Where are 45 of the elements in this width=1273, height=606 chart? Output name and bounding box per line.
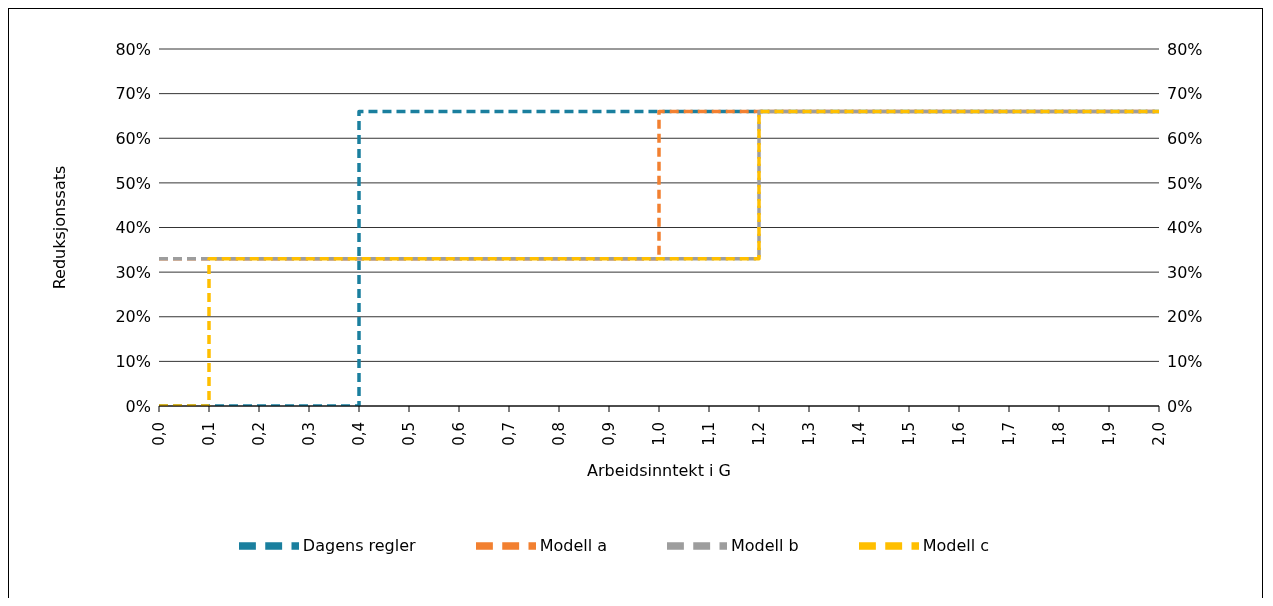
y-tick-label: 0% <box>125 396 151 416</box>
y-tick-label: 30% <box>115 262 151 282</box>
legend-label: Modell c <box>922 535 990 555</box>
x-tick-label: 0,4 <box>350 422 368 446</box>
y-tick-label: 40% <box>115 218 151 238</box>
x-tick-label: 2,0 <box>1150 422 1168 446</box>
y-tick-label: 50% <box>115 173 151 193</box>
y2-tick-label: 80% <box>1167 39 1203 59</box>
y-axis-title: Reduksjonssats <box>49 165 69 290</box>
x-tick-label: 0,3 <box>300 422 318 446</box>
x-tick-label: 1,0 <box>650 422 668 446</box>
y2-tick-label: 70% <box>1167 84 1203 104</box>
x-tick-label: 0,0 <box>150 422 168 446</box>
y-tick-label: 70% <box>115 84 151 104</box>
legend-label: Modell a <box>539 535 608 555</box>
x-tick-label: 1,1 <box>700 422 718 446</box>
y-tick-label: 80% <box>115 39 151 59</box>
x-tick-label: 0,8 <box>550 422 568 446</box>
x-axis-title: Arbeidsinntekt i G <box>587 461 731 480</box>
x-tick-label: 1,2 <box>750 422 768 446</box>
x-tick-label: 1,7 <box>1000 422 1018 446</box>
x-tick-label: 1,5 <box>900 422 918 446</box>
y2-tick-label: 40% <box>1167 218 1203 238</box>
x-tick-label: 0,2 <box>250 422 268 446</box>
y2-tick-label: 30% <box>1167 262 1203 282</box>
x-tick-label: 0,6 <box>450 422 468 446</box>
y-tick-label: 20% <box>115 307 151 327</box>
legend-label: Dagens regler <box>302 535 416 555</box>
x-tick-label: 1,8 <box>1050 422 1068 446</box>
y2-tick-label: 50% <box>1167 173 1203 193</box>
y-tick-label: 10% <box>115 352 151 372</box>
x-tick-label: 0,5 <box>400 422 418 446</box>
x-tick-label: 1,3 <box>800 422 818 446</box>
y2-tick-label: 60% <box>1167 128 1203 148</box>
x-tick-label: 0,9 <box>600 422 618 446</box>
x-tick-label: 0,1 <box>200 422 218 446</box>
y2-tick-label: 10% <box>1167 352 1203 372</box>
y-tick-label: 60% <box>115 128 151 148</box>
legend-label: Modell b <box>731 535 799 555</box>
x-tick-label: 1,9 <box>1100 422 1118 446</box>
x-tick-label: 0,7 <box>500 422 518 446</box>
x-tick-label: 1,6 <box>950 422 968 446</box>
y2-tick-label: 20% <box>1167 307 1203 327</box>
y2-tick-label: 0% <box>1167 396 1193 416</box>
x-tick-label: 1,4 <box>850 422 868 446</box>
